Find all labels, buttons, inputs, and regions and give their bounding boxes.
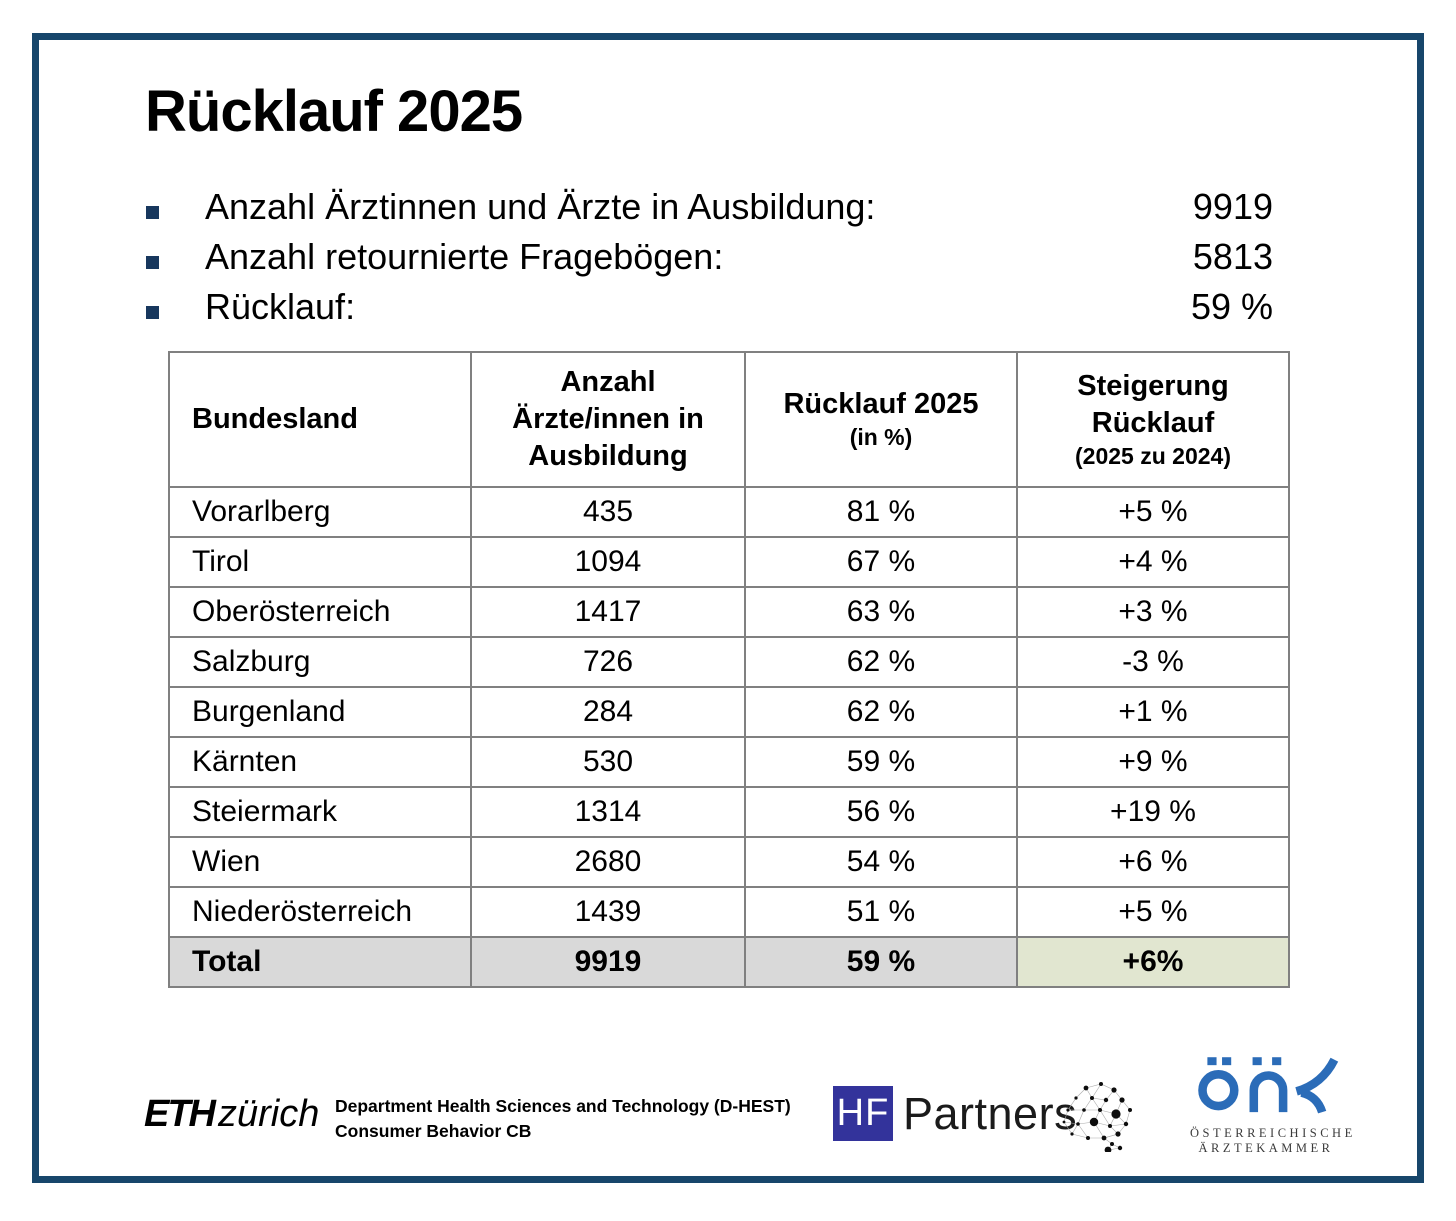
table-cell: 62 %	[744, 636, 1018, 688]
bullet-value: 5813	[1192, 236, 1273, 277]
table-header: Bundesland Anzahl Ärzte/innen in Ausbildung…	[168, 351, 1290, 488]
bullet-square-icon	[146, 305, 159, 319]
table-row: Salzburg 726 62 % -3 %	[168, 636, 1290, 688]
table-cell: 51 %	[744, 886, 1018, 938]
table-header-row: Bundesland Anzahl Ärzte/innen in Ausbildung…	[168, 351, 1290, 488]
table-cell: +9 %	[1016, 736, 1290, 788]
table-cell: Salzburg	[168, 636, 472, 688]
bullet-value: 9919	[1192, 186, 1273, 227]
table-cell: 726	[470, 636, 746, 688]
bullet-label: Rücklauf:	[205, 286, 356, 327]
table-cell: +4 %	[1016, 536, 1290, 588]
table-cell: Tirol	[168, 536, 472, 588]
table-row: Kärnten 530 59 % +9 %	[168, 736, 1290, 788]
bullet-item: Anzahl Ärztinnen und Ärzte in Ausbildung…	[146, 186, 1273, 236]
table-cell: +19 %	[1016, 786, 1290, 838]
table-cell: Wien	[168, 836, 472, 888]
table-cell: 1417	[470, 586, 746, 638]
bullet-list: Anzahl Ärztinnen und Ärzte in Ausbildung…	[146, 186, 1273, 336]
column-header: Anzahl Ärzte/innen in Ausbildung	[470, 351, 746, 488]
table-cell: 1314	[470, 786, 746, 838]
table-cell: 56 %	[744, 786, 1018, 838]
table-cell: 1439	[470, 886, 746, 938]
table-row: Oberösterreich 1417 63 % +3 %	[168, 586, 1290, 638]
table-cell: 81 %	[744, 486, 1018, 538]
bullet-label: Anzahl retournierte Fragebögen:	[205, 236, 724, 277]
table-cell: 1094	[470, 536, 746, 588]
table-cell: +1 %	[1016, 686, 1290, 738]
table-cell: 62 %	[744, 686, 1018, 738]
table-cell: 59 %	[744, 936, 1018, 988]
table-cell: 63 %	[744, 586, 1018, 638]
table-row: Vorarlberg 435 81 % +5 %	[168, 486, 1290, 538]
table-cell: Burgenland	[168, 686, 472, 738]
table-cell: +5 %	[1016, 486, 1290, 538]
table-row: Tirol 1094 67 % +4 %	[168, 536, 1290, 588]
column-header-line: Rücklauf	[1091, 406, 1215, 439]
column-header-line: Bundesland	[192, 402, 358, 435]
table-row: Steiermark 1314 56 % +19 %	[168, 786, 1290, 838]
table-cell: -3 %	[1016, 636, 1290, 688]
table-total-row: Total 9919 59 % +6%	[168, 936, 1290, 988]
table-cell: 435	[470, 486, 746, 538]
column-header-line: Ausbildung	[528, 440, 688, 473]
table-cell: Vorarlberg	[168, 486, 472, 538]
bullet-label: Anzahl Ärztinnen und Ärzte in Ausbildung…	[205, 186, 876, 227]
table-cell: 9919	[470, 936, 746, 988]
table-cell: Total	[168, 936, 472, 988]
table-cell: Kärnten	[168, 736, 472, 788]
table-body: Vorarlberg 435 81 % +5 % Tirol 1094 67 % +4 % Ob…	[168, 486, 1290, 988]
column-header: Bundesland	[168, 351, 472, 488]
bullet-item: Rücklauf: 59 %	[146, 286, 1273, 336]
column-header-line: Rücklauf 2025	[783, 388, 979, 421]
column-header-line: Steigerung	[1077, 369, 1229, 402]
table-cell: +6%	[1016, 936, 1290, 988]
table-row: Wien 2680 54 % +6 %	[168, 836, 1290, 888]
column-header-line: Ärzte/innen in	[512, 402, 704, 435]
table-cell: +3 %	[1016, 586, 1290, 638]
bullet-square-icon	[146, 205, 159, 219]
table-row: Niederösterreich 1439 51 % +5 %	[168, 886, 1290, 938]
bullet-value: 59 %	[1190, 286, 1273, 327]
table-cell: 54 %	[744, 836, 1018, 888]
table-cell: Oberösterreich	[168, 586, 472, 638]
column-header: Rücklauf 2025 (in %)	[744, 351, 1018, 488]
table-cell: Niederösterreich	[168, 886, 472, 938]
column-header-line: (in %)	[849, 424, 913, 451]
table-cell: 284	[470, 686, 746, 738]
table-cell: 2680	[470, 836, 746, 888]
bullet-item: Anzahl retournierte Fragebögen: 5813	[146, 236, 1273, 286]
table-row: Burgenland 284 62 % +1 %	[168, 686, 1290, 738]
table-cell: 67 %	[744, 536, 1018, 588]
table-cell: +6 %	[1016, 836, 1290, 888]
table-cell: Steiermark	[168, 786, 472, 838]
bundesland-table: Bundesland Anzahl Ärzte/innen in Ausbildung…	[168, 351, 1290, 988]
bullet-square-icon	[146, 255, 159, 269]
column-header-line: (2025 zu 2024)	[1075, 442, 1231, 469]
table-cell: 530	[470, 736, 746, 788]
table-cell: +5 %	[1016, 886, 1290, 938]
table-cell: 59 %	[744, 736, 1018, 788]
column-header-line: Anzahl	[560, 365, 656, 398]
column-header: Steigerung Rücklauf (2025 zu 2024)	[1016, 351, 1290, 488]
page-title: Rücklauf 2025	[145, 79, 523, 144]
